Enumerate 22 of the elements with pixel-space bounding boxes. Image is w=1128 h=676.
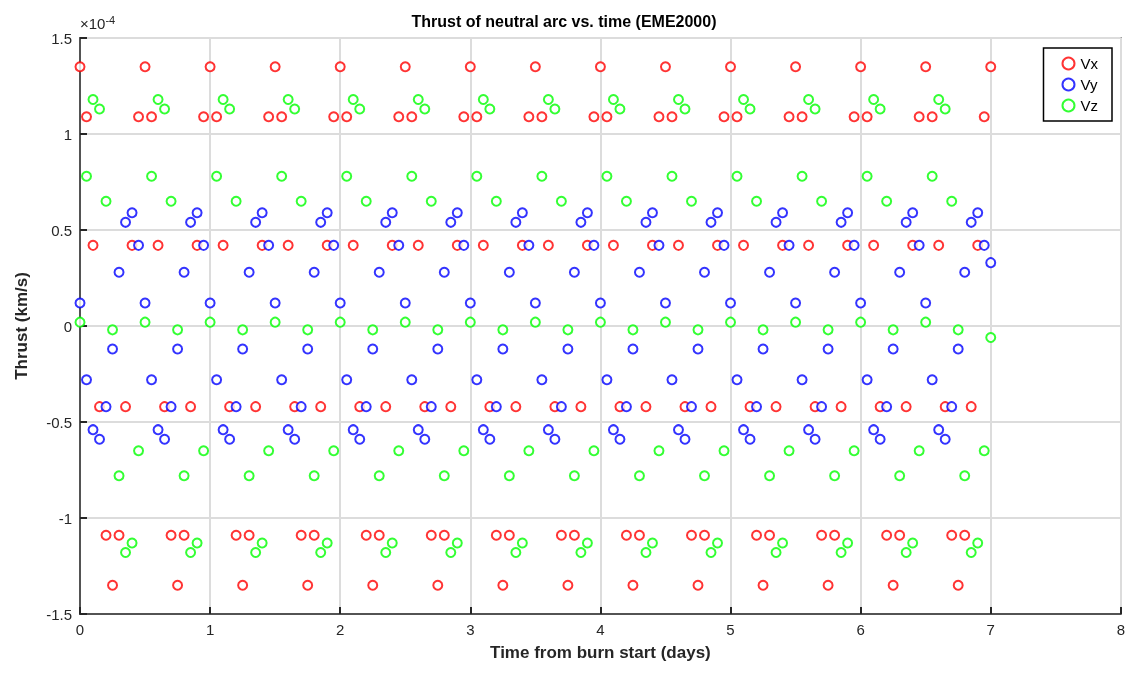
y-tick-label: 0.5	[51, 221, 72, 239]
legend-label: Vz	[1080, 97, 1099, 114]
y-tick-label: -0.5	[46, 413, 72, 431]
legend-label: Vy	[1080, 76, 1098, 93]
y-tick-label: -1.5	[46, 605, 72, 623]
x-tick-label: 2	[336, 621, 345, 638]
x-tick-label: 3	[466, 621, 475, 638]
y-tick-label: 1.5	[51, 29, 72, 47]
x-axis-title: Time from burn start (days)	[490, 643, 711, 662]
y-tick-label: 1	[63, 125, 72, 143]
chart-title: Thrust of neutral arc vs. time (EME2000)	[411, 12, 717, 30]
x-tick-label: 8	[1116, 621, 1125, 638]
x-tick-label: 1	[205, 621, 215, 638]
legend-label: Vx	[1080, 55, 1099, 72]
x-tick-label: 4	[596, 621, 605, 638]
x-tick-label: 5	[726, 621, 735, 638]
x-tick-label: 6	[856, 621, 865, 638]
y-tick-label: 0	[63, 317, 72, 335]
y-tick-label: -1	[58, 509, 72, 527]
x-tick-label: 7	[986, 621, 995, 638]
x-tick-label: 0	[75, 621, 85, 638]
y-axis-title: Thrust (km/s)	[12, 272, 31, 380]
